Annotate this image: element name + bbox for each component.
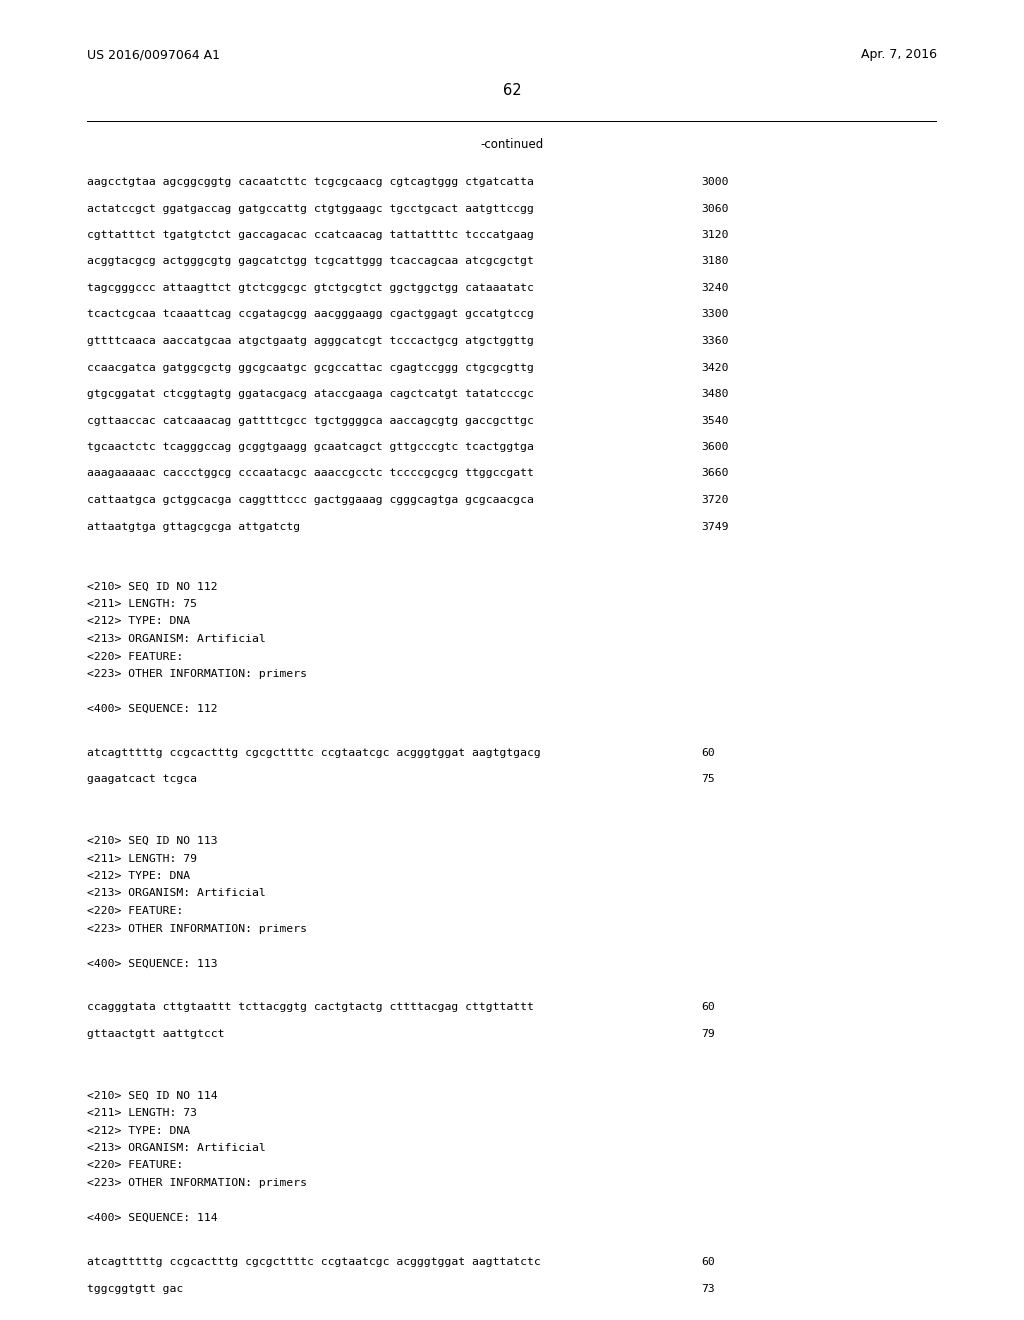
Text: 3749: 3749 xyxy=(701,521,729,532)
Text: <212> TYPE: DNA: <212> TYPE: DNA xyxy=(87,1126,190,1135)
Text: cattaatgca gctggcacga caggtttccc gactggaaag cgggcagtga gcgcaacgca: cattaatgca gctggcacga caggtttccc gactgga… xyxy=(87,495,534,506)
Text: 75: 75 xyxy=(701,775,715,784)
Text: 3360: 3360 xyxy=(701,337,729,346)
Text: 3120: 3120 xyxy=(701,230,729,240)
Text: tggcggtgtt gac: tggcggtgtt gac xyxy=(87,1283,183,1294)
Text: 60: 60 xyxy=(701,1257,715,1267)
Text: <212> TYPE: DNA: <212> TYPE: DNA xyxy=(87,871,190,880)
Text: aaagaaaaac caccctggcg cccaatacgc aaaccgcctc tccccgcgcg ttggccgatt: aaagaaaaac caccctggcg cccaatacgc aaaccgc… xyxy=(87,469,534,479)
Text: tgcaactctc tcagggccag gcggtgaagg gcaatcagct gttgcccgtc tcactggtga: tgcaactctc tcagggccag gcggtgaagg gcaatca… xyxy=(87,442,534,451)
Text: <400> SEQUENCE: 113: <400> SEQUENCE: 113 xyxy=(87,958,218,969)
Text: <220> FEATURE:: <220> FEATURE: xyxy=(87,1160,183,1171)
Text: <223> OTHER INFORMATION: primers: <223> OTHER INFORMATION: primers xyxy=(87,924,307,933)
Text: acggtacgcg actgggcgtg gagcatctgg tcgcattggg tcaccagcaa atcgcgctgt: acggtacgcg actgggcgtg gagcatctgg tcgcatt… xyxy=(87,256,534,267)
Text: <400> SEQUENCE: 114: <400> SEQUENCE: 114 xyxy=(87,1213,218,1224)
Text: 3480: 3480 xyxy=(701,389,729,399)
Text: 60: 60 xyxy=(701,748,715,758)
Text: <212> TYPE: DNA: <212> TYPE: DNA xyxy=(87,616,190,627)
Text: gttaactgtt aattgtcct: gttaactgtt aattgtcct xyxy=(87,1030,224,1039)
Text: aagcctgtaa agcggcggtg cacaatcttc tcgcgcaacg cgtcagtggg ctgatcatta: aagcctgtaa agcggcggtg cacaatcttc tcgcgca… xyxy=(87,177,534,187)
Text: <213> ORGANISM: Artificial: <213> ORGANISM: Artificial xyxy=(87,634,266,644)
Text: gaagatcact tcgca: gaagatcact tcgca xyxy=(87,775,197,784)
Text: cgttaaccac catcaaacag gattttcgcc tgctggggca aaccagcgtg gaccgcttgc: cgttaaccac catcaaacag gattttcgcc tgctggg… xyxy=(87,416,534,425)
Text: 3060: 3060 xyxy=(701,203,729,214)
Text: Apr. 7, 2016: Apr. 7, 2016 xyxy=(861,48,937,61)
Text: <213> ORGANISM: Artificial: <213> ORGANISM: Artificial xyxy=(87,1143,266,1152)
Text: tagcgggccc attaagttct gtctcggcgc gtctgcgtct ggctggctgg cataaatatc: tagcgggccc attaagttct gtctcggcgc gtctgcg… xyxy=(87,282,534,293)
Text: ccaacgatca gatggcgctg ggcgcaatgc gcgccattac cgagtccggg ctgcgcgttg: ccaacgatca gatggcgctg ggcgcaatgc gcgccat… xyxy=(87,363,534,372)
Text: 79: 79 xyxy=(701,1030,715,1039)
Text: 3420: 3420 xyxy=(701,363,729,372)
Text: <220> FEATURE:: <220> FEATURE: xyxy=(87,906,183,916)
Text: 3000: 3000 xyxy=(701,177,729,187)
Text: actatccgct ggatgaccag gatgccattg ctgtggaagc tgcctgcact aatgttccgg: actatccgct ggatgaccag gatgccattg ctgtgga… xyxy=(87,203,534,214)
Text: <211> LENGTH: 75: <211> LENGTH: 75 xyxy=(87,599,197,609)
Text: attaatgtga gttagcgcga attgatctg: attaatgtga gttagcgcga attgatctg xyxy=(87,521,300,532)
Text: 3600: 3600 xyxy=(701,442,729,451)
Text: <210> SEQ ID NO 112: <210> SEQ ID NO 112 xyxy=(87,582,218,591)
Text: <210> SEQ ID NO 113: <210> SEQ ID NO 113 xyxy=(87,836,218,846)
Text: 3240: 3240 xyxy=(701,282,729,293)
Text: ccagggtata cttgtaattt tcttacggtg cactgtactg cttttacgag cttgttattt: ccagggtata cttgtaattt tcttacggtg cactgta… xyxy=(87,1002,534,1012)
Text: 73: 73 xyxy=(701,1283,715,1294)
Text: 3300: 3300 xyxy=(701,309,729,319)
Text: <223> OTHER INFORMATION: primers: <223> OTHER INFORMATION: primers xyxy=(87,1177,307,1188)
Text: tcactcgcaa tcaaattcag ccgatagcgg aacgggaagg cgactggagt gccatgtccg: tcactcgcaa tcaaattcag ccgatagcgg aacggga… xyxy=(87,309,534,319)
Text: <400> SEQUENCE: 112: <400> SEQUENCE: 112 xyxy=(87,704,218,714)
Text: gttttcaaca aaccatgcaa atgctgaatg agggcatcgt tcccactgcg atgctggttg: gttttcaaca aaccatgcaa atgctgaatg agggcat… xyxy=(87,337,534,346)
Text: <213> ORGANISM: Artificial: <213> ORGANISM: Artificial xyxy=(87,888,266,899)
Text: cgttatttct tgatgtctct gaccagacac ccatcaacag tattattttc tcccatgaag: cgttatttct tgatgtctct gaccagacac ccatcaa… xyxy=(87,230,534,240)
Text: -continued: -continued xyxy=(480,139,544,150)
Text: 3720: 3720 xyxy=(701,495,729,506)
Text: 62: 62 xyxy=(503,83,521,98)
Text: gtgcggatat ctcggtagtg ggatacgacg ataccgaaga cagctcatgt tatatcccgc: gtgcggatat ctcggtagtg ggatacgacg ataccga… xyxy=(87,389,534,399)
Text: atcagtttttg ccgcactttg cgcgcttttc ccgtaatcgc acgggtggat aagtgtgacg: atcagtttttg ccgcactttg cgcgcttttc ccgtaa… xyxy=(87,748,541,758)
Text: US 2016/0097064 A1: US 2016/0097064 A1 xyxy=(87,48,220,61)
Text: <211> LENGTH: 73: <211> LENGTH: 73 xyxy=(87,1107,197,1118)
Text: atcagtttttg ccgcactttg cgcgcttttc ccgtaatcgc acgggtggat aagttatctc: atcagtttttg ccgcactttg cgcgcttttc ccgtaa… xyxy=(87,1257,541,1267)
Text: 3660: 3660 xyxy=(701,469,729,479)
Text: 3180: 3180 xyxy=(701,256,729,267)
Text: <211> LENGTH: 79: <211> LENGTH: 79 xyxy=(87,854,197,863)
Text: 60: 60 xyxy=(701,1002,715,1012)
Text: 3540: 3540 xyxy=(701,416,729,425)
Text: <223> OTHER INFORMATION: primers: <223> OTHER INFORMATION: primers xyxy=(87,669,307,678)
Text: <220> FEATURE:: <220> FEATURE: xyxy=(87,652,183,661)
Text: <210> SEQ ID NO 114: <210> SEQ ID NO 114 xyxy=(87,1090,218,1101)
